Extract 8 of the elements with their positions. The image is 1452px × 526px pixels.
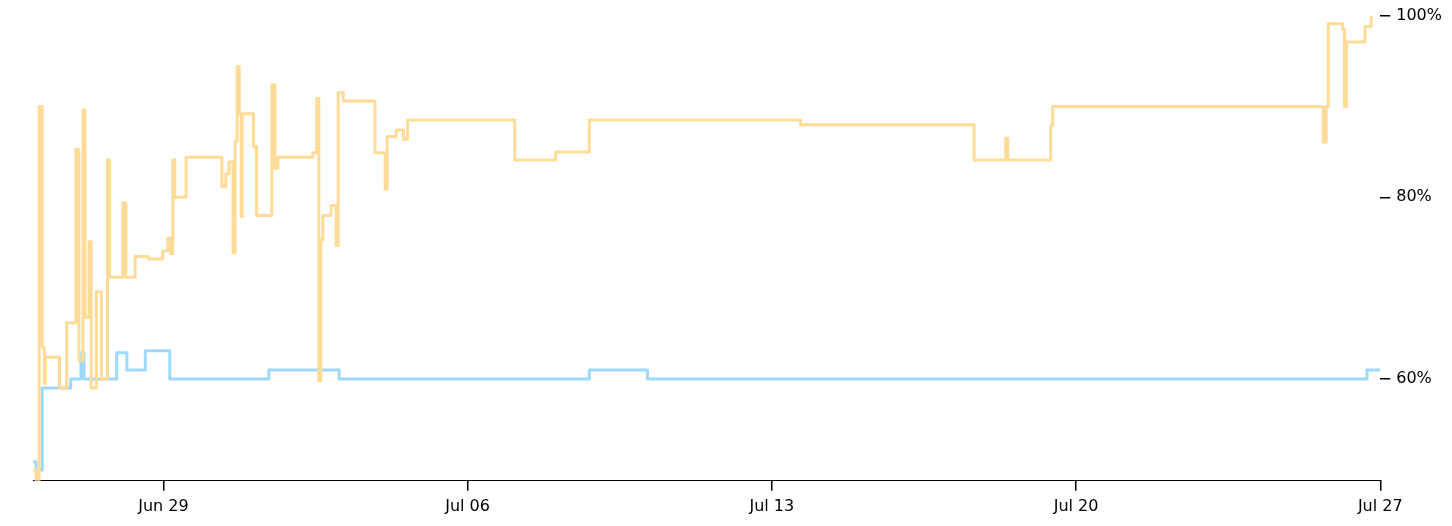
y-tick-label: 100%: [1396, 4, 1443, 24]
y-tick-label: 60%: [1396, 368, 1432, 388]
x-tick-label: Jun 29: [137, 495, 189, 515]
x-tick-label: Jul 27: [1356, 495, 1403, 515]
x-tick-label: Jul 06: [444, 495, 490, 515]
x-tick-label: Jul 20: [1052, 495, 1099, 515]
x-tick-label: Jul 13: [748, 495, 795, 515]
y-tick-label: 80%: [1396, 186, 1432, 206]
